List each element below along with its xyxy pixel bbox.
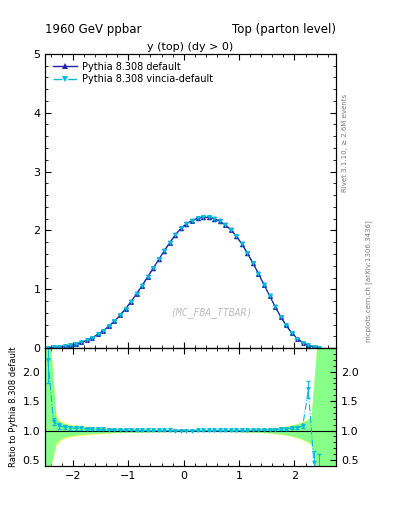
Text: Rivet 3.1.10, ≥ 2.6M events: Rivet 3.1.10, ≥ 2.6M events: [342, 94, 348, 193]
Title: y (top) (dy > 0): y (top) (dy > 0): [147, 41, 234, 52]
Text: (MC_FBA_TTBAR): (MC_FBA_TTBAR): [170, 307, 252, 318]
Text: mcplots.cern.ch [arXiv:1306.3436]: mcplots.cern.ch [arXiv:1306.3436]: [365, 221, 372, 343]
Legend: Pythia 8.308 default, Pythia 8.308 vincia-default: Pythia 8.308 default, Pythia 8.308 vinci…: [50, 58, 216, 88]
Y-axis label: Ratio to Pythia 8.308 default: Ratio to Pythia 8.308 default: [9, 347, 18, 467]
Text: Top (parton level): Top (parton level): [232, 23, 336, 36]
Text: 1960 GeV ppbar: 1960 GeV ppbar: [45, 23, 142, 36]
